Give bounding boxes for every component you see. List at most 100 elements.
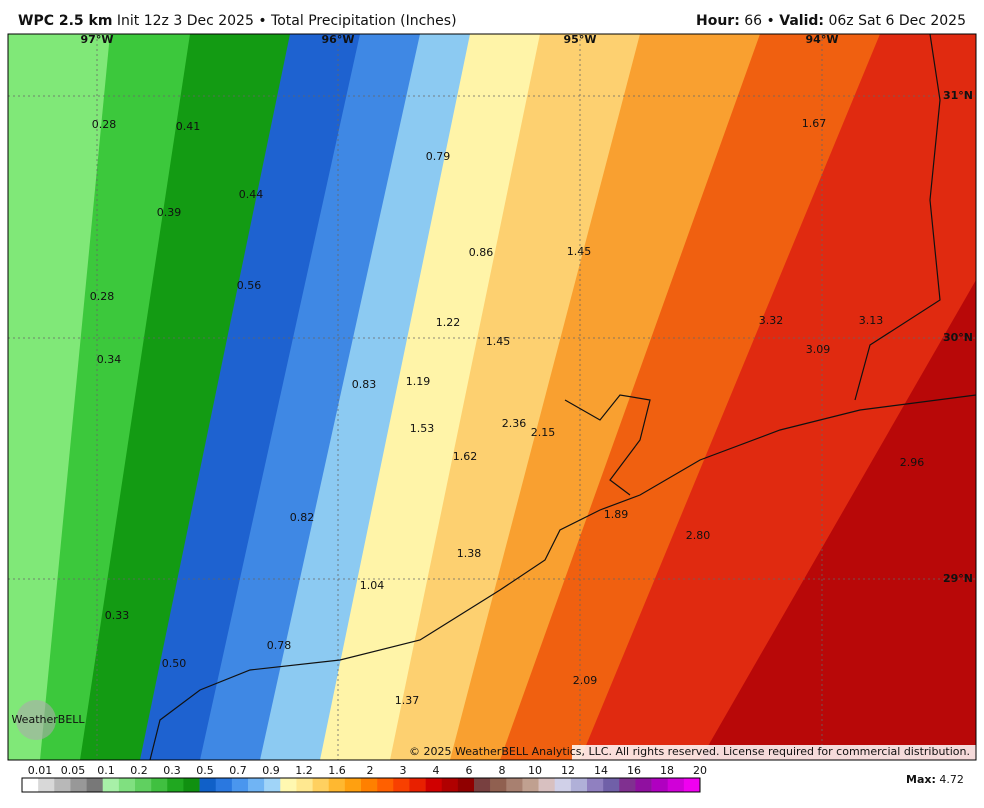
legend-label: 14: [594, 764, 608, 777]
value-label: 0.39: [157, 206, 182, 219]
value-label: 0.83: [352, 378, 377, 391]
max-label: Max:: [906, 773, 936, 786]
value-label: 1.04: [360, 579, 385, 592]
copyright-bg: [572, 745, 976, 760]
legend-swatch: [570, 778, 588, 792]
legend-swatch: [70, 778, 87, 792]
legend-swatch: [22, 778, 39, 792]
value-label: 0.86: [469, 246, 494, 259]
value-label: 1.22: [436, 316, 461, 329]
lon-label: 95°W: [564, 33, 597, 46]
value-label: 2.15: [531, 426, 556, 439]
lat-label: 31°N: [943, 89, 973, 102]
legend-swatch: [538, 778, 556, 792]
legend-frame: [21, 777, 701, 793]
value-label: 0.50: [162, 657, 187, 670]
legend-swatch: [328, 778, 346, 792]
valid-label: Valid:: [779, 13, 824, 29]
value-label: 1.37: [395, 694, 420, 707]
value-label: 0.44: [239, 188, 264, 201]
legend-label: 10: [528, 764, 542, 777]
valid: 06z Sat 6 Dec 2025: [828, 13, 966, 29]
legend-label: 0.2: [130, 764, 148, 777]
value-label: 1.62: [453, 450, 478, 463]
legend-label: 0.01: [28, 764, 53, 777]
lat-label: 30°N: [943, 331, 973, 344]
max-value: 4.72: [939, 773, 964, 786]
lon-label: 94°W: [806, 33, 839, 46]
legend-label: 0.7: [229, 764, 247, 777]
value-label: 1.89: [604, 508, 629, 521]
legend-label: 0.3: [163, 764, 181, 777]
graticule: [8, 34, 976, 760]
legend-swatch: [522, 778, 539, 792]
legend-swatch: [361, 778, 378, 792]
legend-swatch: [135, 778, 152, 792]
legend-swatch: [425, 778, 443, 792]
logo-mark: [16, 700, 56, 740]
legend-label: 1.2: [295, 764, 313, 777]
legend-label: 12: [561, 764, 575, 777]
map: WeatherBELL © 2025 WeatherBELL Analytics…: [8, 34, 976, 760]
value-label: 1.19: [406, 375, 431, 388]
legend-label: 0.5: [196, 764, 214, 777]
bay: [564, 394, 651, 496]
coastline: [149, 394, 976, 760]
legend-swatch: [554, 778, 572, 792]
legend-label: 0.05: [61, 764, 86, 777]
legend-swatch: [651, 778, 669, 792]
legend-swatch: [619, 778, 636, 792]
legend-swatch: [199, 778, 217, 792]
legend-label: 4: [433, 764, 440, 777]
legend-swatch: [54, 778, 71, 792]
hour-label: Hour:: [696, 13, 740, 29]
legend-label: 8: [499, 764, 506, 777]
legend-swatch: [441, 778, 459, 792]
legend-swatch: [118, 778, 136, 792]
map-frame: [7, 33, 977, 761]
legend-swatch: [667, 778, 685, 792]
lon-label: 97°W: [81, 33, 114, 46]
legend-swatch: [183, 778, 200, 792]
legend-label: 0.1: [97, 764, 115, 777]
sep: •: [258, 13, 266, 29]
hour: 66: [744, 13, 762, 29]
legend-swatch: [167, 778, 184, 792]
value-label: 0.78: [267, 639, 292, 652]
legend-swatch: [312, 778, 330, 792]
legend-swatch: [683, 778, 701, 792]
legend-label: 3: [400, 764, 407, 777]
legend-swatch: [409, 778, 426, 792]
legend-swatch: [393, 778, 410, 792]
value-label: 2.09: [573, 674, 598, 687]
value-label: 0.34: [97, 353, 122, 366]
legend-swatch: [38, 778, 55, 792]
legend-swatch: [86, 778, 104, 792]
legend-swatch: [231, 778, 249, 792]
value-label: 0.56: [237, 279, 262, 292]
legend-label: 6: [466, 764, 473, 777]
logo: WeatherBELL: [11, 713, 85, 726]
init: Init 12z 3 Dec 2025: [117, 13, 254, 29]
lat-label: 29°N: [943, 572, 973, 585]
value-label: 0.82: [290, 511, 315, 524]
sep: •: [767, 13, 775, 29]
value-label: 0.41: [176, 120, 201, 133]
header-right: Hour: 66 • Valid: 06z Sat 6 Dec 2025: [696, 13, 966, 29]
legend-swatch: [296, 778, 313, 792]
band: [700, 280, 976, 760]
value-label: 3.09: [806, 343, 831, 356]
legend-label: 16: [627, 764, 641, 777]
legend-swatch: [151, 778, 168, 792]
border: [854, 34, 941, 401]
header-left: WPC 2.5 km Init 12z 3 Dec 2025 • Total P…: [18, 13, 457, 29]
lon-label: 96°W: [322, 33, 355, 46]
value-label: 1.67: [802, 117, 827, 130]
value-label: 1.45: [486, 335, 511, 348]
legend-swatch: [344, 778, 362, 792]
value-label: 3.32: [759, 314, 784, 327]
legend-label: 20: [693, 764, 707, 777]
legend-swatch: [635, 778, 652, 792]
legend-swatch: [457, 778, 475, 792]
